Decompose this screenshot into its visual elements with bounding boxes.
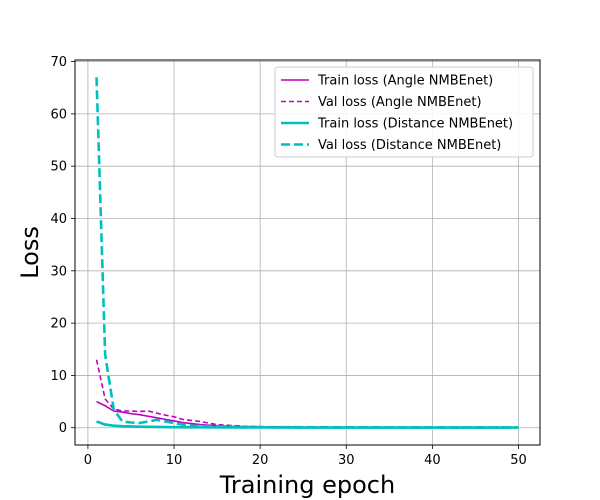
y-tick-label: 0 bbox=[59, 421, 67, 436]
y-axis-label: Loss bbox=[16, 226, 44, 279]
y-tick-label: 20 bbox=[50, 317, 67, 332]
y-tick-label: 50 bbox=[50, 160, 67, 175]
legend: Train loss (Angle NMBEnet) Val loss (Angl… bbox=[274, 66, 534, 158]
legend-label: Val loss (Distance NMBEnet) bbox=[318, 138, 501, 153]
x-tick-label: 30 bbox=[338, 453, 355, 468]
legend-label: Train loss (Angle NMBEnet) bbox=[317, 74, 493, 89]
x-tick-label: 20 bbox=[252, 453, 269, 468]
x-tick-label: 10 bbox=[166, 453, 183, 468]
y-tick-label: 10 bbox=[50, 369, 67, 384]
y-tick-label: 70 bbox=[50, 55, 67, 70]
x-tick-label: 40 bbox=[424, 453, 441, 468]
legend-label: Val loss (Angle NMBEnet) bbox=[318, 95, 482, 110]
series-lines bbox=[95, 77, 519, 429]
axis-ticks: 0 10 20 30 40 50 0 10 20 30 40 50 60 70 bbox=[50, 55, 526, 468]
legend-box bbox=[274, 66, 534, 158]
y-tick-label: 30 bbox=[50, 264, 67, 279]
series-line-4 bbox=[95, 77, 519, 429]
series-line-2 bbox=[95, 359, 519, 429]
plot-frame bbox=[74, 59, 541, 446]
legend-label: Train loss (Distance NMBEnet) bbox=[317, 117, 513, 132]
y-tick-label: 40 bbox=[50, 212, 67, 227]
y-tick-label: 60 bbox=[50, 107, 67, 122]
x-tick-label: 0 bbox=[84, 453, 92, 468]
x-axis-label: Training epoch bbox=[219, 471, 395, 499]
x-tick-label: 50 bbox=[510, 453, 527, 468]
